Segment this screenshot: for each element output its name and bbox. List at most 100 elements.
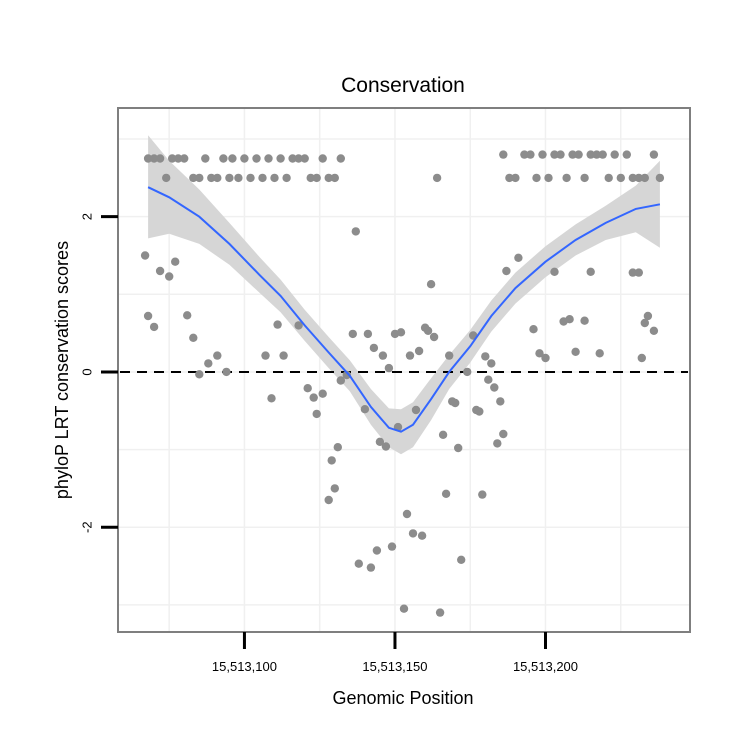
data-point — [535, 349, 544, 358]
data-point — [481, 352, 490, 361]
data-point — [565, 315, 574, 324]
data-point — [544, 173, 553, 183]
data-point — [312, 173, 321, 183]
data-point — [637, 353, 646, 363]
data-point — [207, 173, 216, 183]
data-point — [402, 509, 412, 519]
data-point — [140, 251, 150, 260]
data-point — [143, 154, 153, 163]
data-point — [258, 173, 267, 183]
data-point — [228, 154, 237, 163]
data-point — [180, 154, 189, 163]
y-tick-label: -2 — [80, 521, 95, 533]
data-point — [562, 173, 571, 183]
x-axis-title: Genomic Position — [332, 688, 473, 708]
data-point — [351, 227, 360, 236]
data-point — [457, 555, 466, 564]
data-point — [201, 154, 210, 163]
data-point — [219, 154, 228, 163]
data-point — [354, 559, 363, 568]
data-point — [649, 150, 659, 159]
data-point — [520, 150, 529, 159]
data-point — [640, 318, 649, 328]
data-point — [432, 173, 442, 183]
data-point — [405, 351, 415, 360]
data-point — [149, 322, 159, 332]
data-point — [499, 150, 508, 159]
y-axis: -2 0 2 — [80, 213, 118, 533]
data-point — [149, 154, 159, 163]
data-point — [610, 150, 619, 159]
data-point — [628, 268, 637, 277]
data-point — [529, 325, 538, 334]
x-axis: 15,513,100 15,513,150 15,513,200 — [212, 632, 578, 674]
smooth-line — [147, 186, 661, 433]
data-point — [643, 311, 653, 321]
data-point — [586, 267, 595, 276]
plot-frame — [117, 107, 691, 633]
data-point — [435, 608, 445, 617]
data-point — [441, 489, 451, 498]
data-point — [580, 316, 589, 325]
data-point — [324, 173, 333, 183]
data-point — [595, 349, 604, 358]
data-point — [312, 409, 321, 419]
data-point — [276, 154, 285, 163]
data-point — [550, 150, 559, 159]
data-point — [649, 326, 659, 335]
data-point — [225, 173, 234, 183]
data-point — [168, 154, 177, 163]
data-point — [288, 154, 297, 163]
data-point — [204, 359, 213, 368]
data-point — [143, 311, 153, 321]
data-point — [162, 173, 171, 183]
data-point — [493, 439, 502, 448]
data-point — [628, 173, 637, 183]
data-point — [387, 542, 397, 551]
data-point — [155, 154, 165, 163]
data-point — [514, 253, 523, 262]
data-point — [538, 150, 547, 159]
data-point — [640, 173, 649, 183]
data-point — [273, 320, 282, 329]
data-point — [475, 407, 484, 416]
data-point — [445, 351, 454, 360]
data-point — [270, 173, 279, 183]
data-point — [252, 154, 261, 163]
y-tick-label: 2 — [80, 213, 95, 220]
data-point — [571, 347, 580, 356]
data-point — [183, 311, 192, 320]
data-point — [438, 430, 448, 439]
data-point — [598, 150, 607, 159]
data-point — [324, 495, 333, 505]
data-point — [478, 490, 487, 499]
data-point — [303, 384, 312, 393]
data-point — [490, 383, 499, 392]
data-point — [333, 443, 342, 452]
data-point — [411, 405, 421, 415]
data-point — [408, 529, 418, 538]
data-point — [306, 173, 315, 183]
data-point — [526, 150, 535, 159]
x-tick-label: 15,513,150 — [362, 659, 427, 674]
y-tick-label: 0 — [80, 368, 95, 375]
data-point — [580, 173, 589, 183]
data-point — [616, 173, 625, 183]
data-point — [330, 484, 339, 493]
data-point — [655, 173, 665, 183]
data-point — [282, 173, 291, 183]
y-axis-title: phyloP LRT conservation scores — [52, 241, 72, 499]
data-point — [155, 266, 165, 276]
data-point — [366, 563, 376, 572]
data-point — [381, 442, 391, 451]
data-point — [592, 150, 601, 159]
data-point — [327, 456, 336, 465]
data-point — [222, 367, 231, 377]
data-point — [267, 394, 276, 403]
data-point — [171, 257, 180, 266]
data-point — [484, 375, 493, 384]
data-point — [174, 154, 183, 163]
data-point — [294, 321, 303, 330]
